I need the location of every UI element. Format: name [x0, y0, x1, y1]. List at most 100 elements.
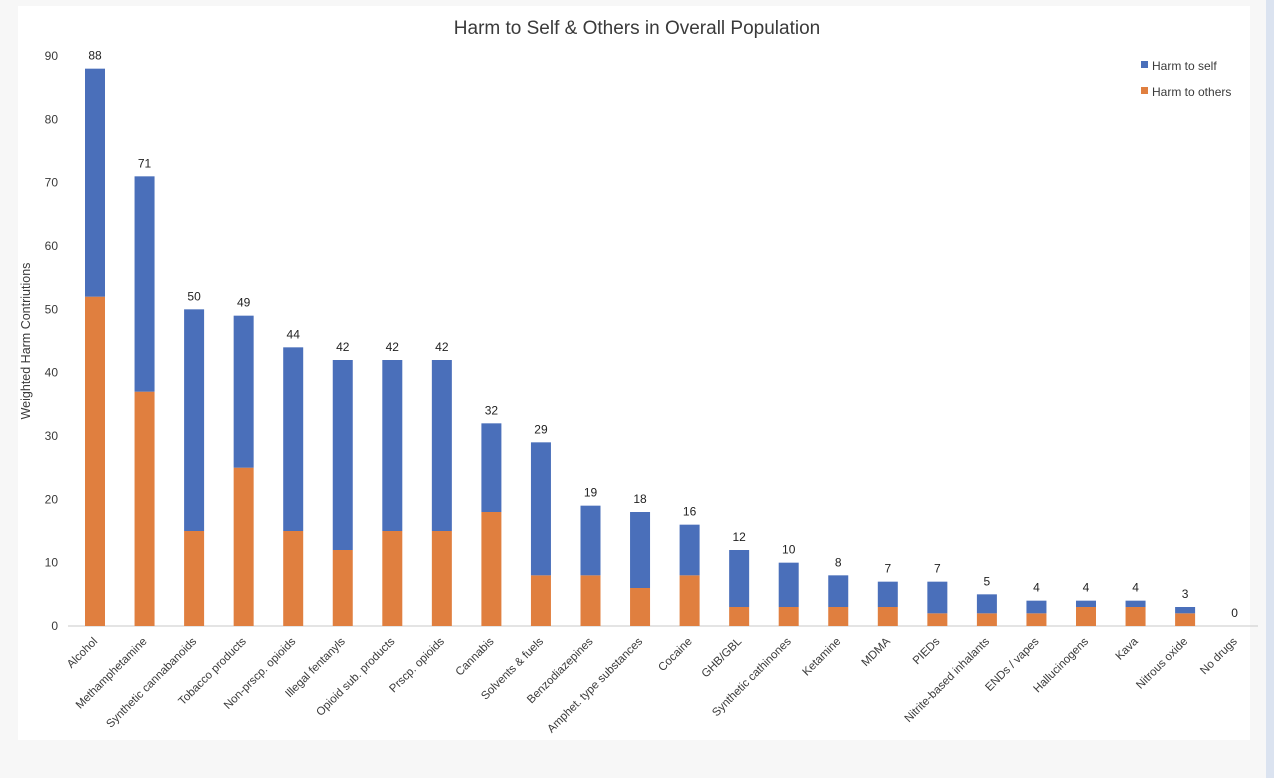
x-tick-label: Ketamine [801, 636, 844, 679]
y-tick-label: 20 [45, 492, 59, 506]
bar-group-opioid-sub-products: 42 [382, 340, 403, 626]
x-tick-label: Nitrite-based inhalants [903, 635, 993, 725]
data-label-total: 4 [1132, 581, 1139, 595]
data-label-total: 42 [386, 340, 400, 354]
bar-group-prscp-opioids: 42 [431, 340, 452, 626]
bar-harm-to-others [877, 607, 898, 626]
x-tick-label: GHB/GBL [700, 635, 745, 680]
bar-harm-to-self [1026, 600, 1047, 614]
y-tick-label: 40 [45, 366, 59, 380]
bar-harm-to-others [134, 391, 155, 626]
bar-harm-to-others [630, 588, 651, 626]
bar-harm-to-others [1175, 613, 1196, 626]
legend-swatch-harm-to-self [1141, 61, 1148, 68]
y-tick-label: 0 [51, 619, 58, 633]
bar-harm-to-self [679, 524, 700, 576]
bar-group-non-prscp-opioids: 44 [283, 327, 304, 626]
data-label-total: 12 [732, 530, 746, 544]
bar-harm-to-others [1026, 613, 1047, 626]
chart-title: Harm to Self & Others in Overall Populat… [454, 18, 820, 39]
bar-harm-to-self [1125, 600, 1146, 607]
data-label-total: 0 [1231, 606, 1238, 620]
bar-harm-to-self [1175, 607, 1196, 614]
data-label-total: 8 [835, 555, 842, 569]
bar-harm-to-others [1125, 607, 1146, 626]
bar-group-nitrous-oxide: 3 [1175, 587, 1196, 626]
bar-harm-to-others [85, 296, 105, 626]
bar-harm-to-others [481, 512, 502, 626]
bar-harm-to-self [1076, 600, 1096, 607]
x-tick-label: Cannabis [454, 635, 497, 678]
bar-group-kava: 4 [1125, 581, 1146, 626]
data-label-total: 19 [584, 486, 598, 500]
bar-harm-to-others [828, 607, 849, 626]
data-label-total: 7 [884, 562, 891, 576]
data-label-total: 16 [683, 505, 697, 519]
bar-harm-to-others [530, 575, 551, 626]
bar-harm-to-others [729, 607, 750, 626]
bar-harm-to-others [927, 613, 948, 626]
bar-group-mdma: 7 [877, 562, 898, 626]
bar-group-methamphetamine: 71 [134, 156, 155, 626]
bar-harm-to-others [283, 531, 304, 626]
data-label-total: 29 [534, 422, 548, 436]
bar-harm-to-self [580, 505, 601, 576]
bar-harm-to-others [431, 531, 452, 626]
legend-label-harm-to-others: Harm to others [1152, 85, 1231, 99]
data-label-total: 32 [485, 403, 499, 417]
bar-harm-to-self [233, 315, 254, 468]
bar-group-solvents-fuels: 29 [530, 422, 551, 626]
bar-harm-to-self [778, 562, 799, 607]
bar-harm-to-self [729, 550, 750, 607]
bar-harm-to-others [233, 467, 254, 626]
bar-group-nitrite-based-inhalants: 5 [976, 574, 997, 626]
bar-harm-to-self [184, 309, 205, 531]
y-tick-label: 10 [45, 556, 59, 570]
y-tick-label: 80 [45, 112, 59, 126]
y-axis: 0 10 20 30 40 50 60 70 80 90 [45, 49, 59, 633]
y-tick-label: 50 [45, 302, 59, 316]
bar-harm-to-self [431, 360, 452, 531]
data-label-total: 5 [984, 574, 991, 588]
bar-group-alcohol: 88 [85, 49, 105, 626]
data-label-total: 42 [336, 340, 350, 354]
bar-group-synthetic-cannabanoids: 50 [184, 289, 205, 626]
bar-harm-to-others [382, 531, 403, 626]
bar-harm-to-others [778, 607, 799, 626]
bar-harm-to-others [332, 550, 353, 626]
bar-harm-to-self [481, 423, 502, 512]
x-tick-label: Cocaine [656, 636, 694, 674]
bar-harm-to-self [877, 581, 898, 607]
data-label-total: 3 [1182, 587, 1189, 601]
bar-group-no-drugs: 0 [1231, 606, 1238, 620]
bar-harm-to-self [976, 594, 997, 614]
bar-harm-to-self [630, 512, 651, 588]
x-tick-label: Nitrous oxide [1134, 636, 1190, 692]
bar-harm-to-self [332, 360, 353, 550]
bar-group-illegal-fentanyls: 42 [332, 340, 353, 626]
data-label-total: 71 [138, 156, 152, 170]
x-tick-label: Amphet. type substances [545, 635, 645, 735]
y-tick-label: 60 [45, 239, 59, 253]
legend-swatch-harm-to-others [1141, 87, 1148, 94]
bar-group-ketamine: 8 [828, 555, 849, 626]
data-label-total: 44 [287, 327, 301, 341]
x-tick-label: No drugs [1198, 635, 1240, 677]
y-axis-title: Weighted Harm Contriutions [19, 263, 33, 420]
bar-harm-to-self [85, 68, 105, 297]
bar-group-benzodiazepines: 19 [580, 486, 601, 626]
window-edge [1266, 0, 1274, 778]
bar-harm-to-self [134, 176, 155, 392]
data-label-total: 10 [782, 543, 796, 557]
bar-harm-to-self [927, 581, 948, 614]
data-label-total: 18 [633, 492, 647, 506]
y-tick-label: 90 [45, 49, 59, 63]
bar-group-amphet-type-substances: 18 [630, 492, 651, 626]
bar-harm-to-self [530, 442, 551, 576]
bar-harm-to-others [1076, 607, 1096, 626]
bar-harm-to-others [580, 575, 601, 626]
